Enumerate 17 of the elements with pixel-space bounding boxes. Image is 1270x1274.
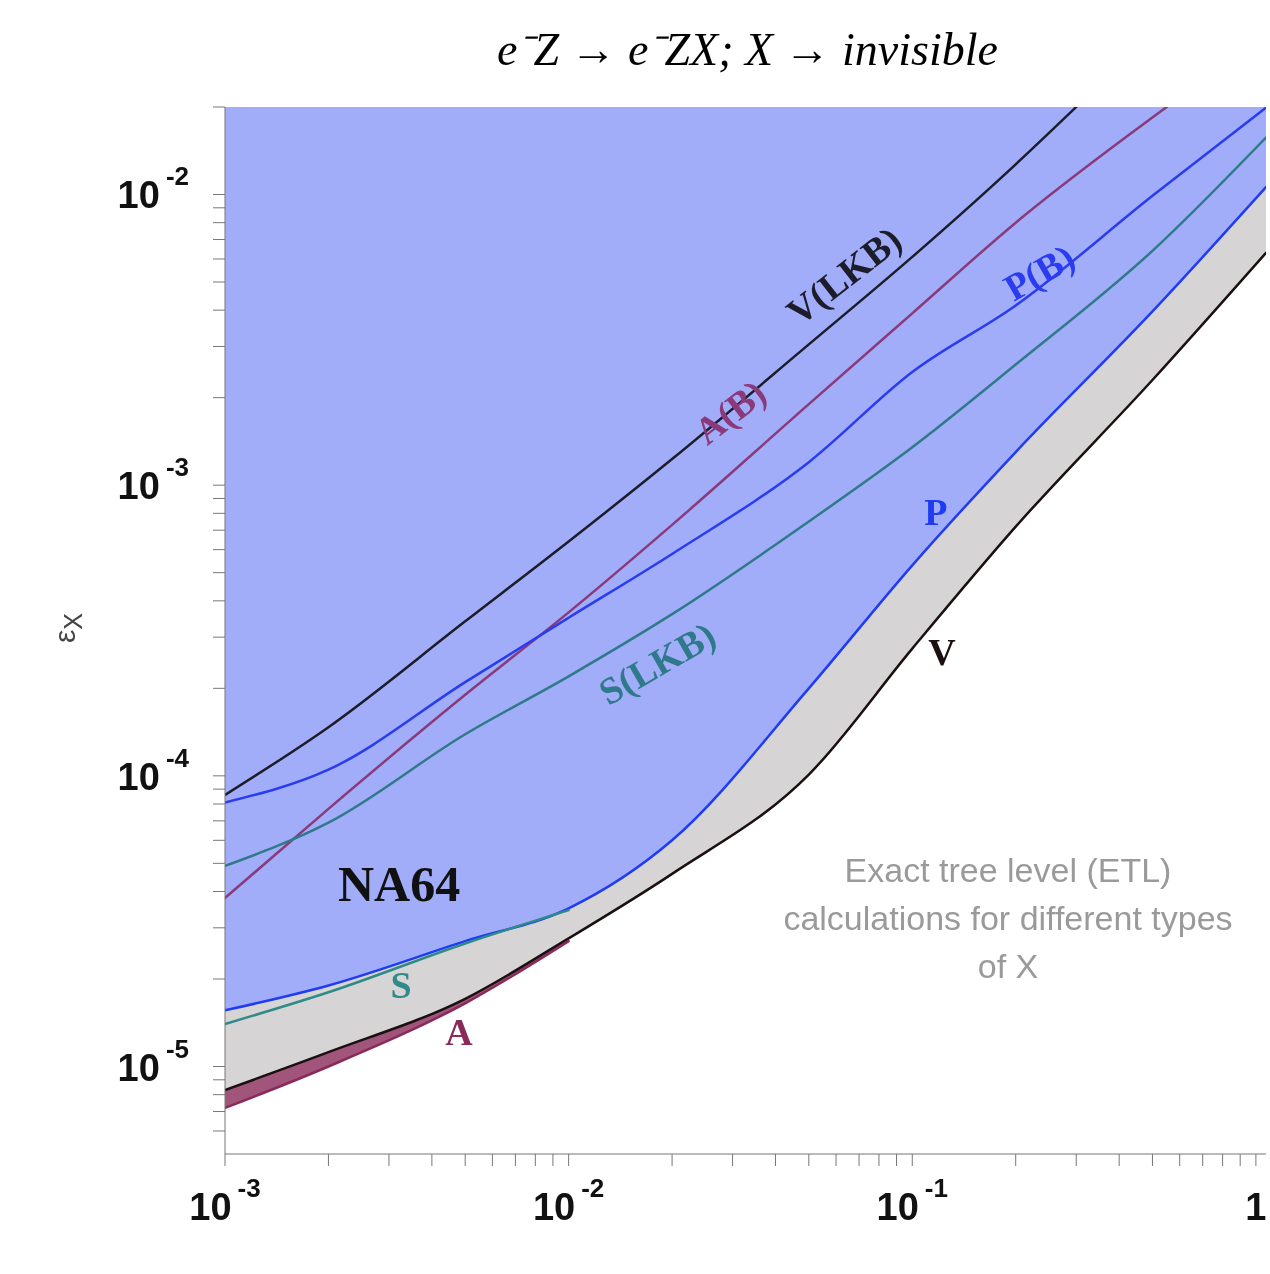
annotation: Exact tree level (ETL) calculations for different types of X	[782, 850, 1234, 987]
y-tick-label: 10$^{-2}$	[117, 161, 189, 217]
x-tick-label: 10$^{-1}$	[876, 1172, 948, 1228]
chart-title: e⁻Z → e⁻ZX; X → invisible	[496, 23, 999, 77]
text: P(B)	[996, 235, 1083, 310]
x-tick-label: 1	[1245, 1186, 1267, 1228]
text: A(B)	[686, 371, 775, 454]
x-tick-label: 10$^{-2}$	[532, 1172, 605, 1228]
y-tick-label: 10$^{-5}$	[117, 1033, 189, 1089]
series-label: S	[390, 964, 412, 1007]
annotation: NA64	[338, 856, 462, 912]
y-tick-label: 10$^{-3}$	[117, 451, 189, 508]
series-label: P	[924, 491, 948, 534]
series-label: V	[928, 630, 957, 673]
x-tick-label: 10$^{-3}$	[189, 1172, 261, 1228]
series-label: A	[445, 1011, 474, 1054]
y-tick-label: 10$^{-4}$	[117, 742, 190, 798]
